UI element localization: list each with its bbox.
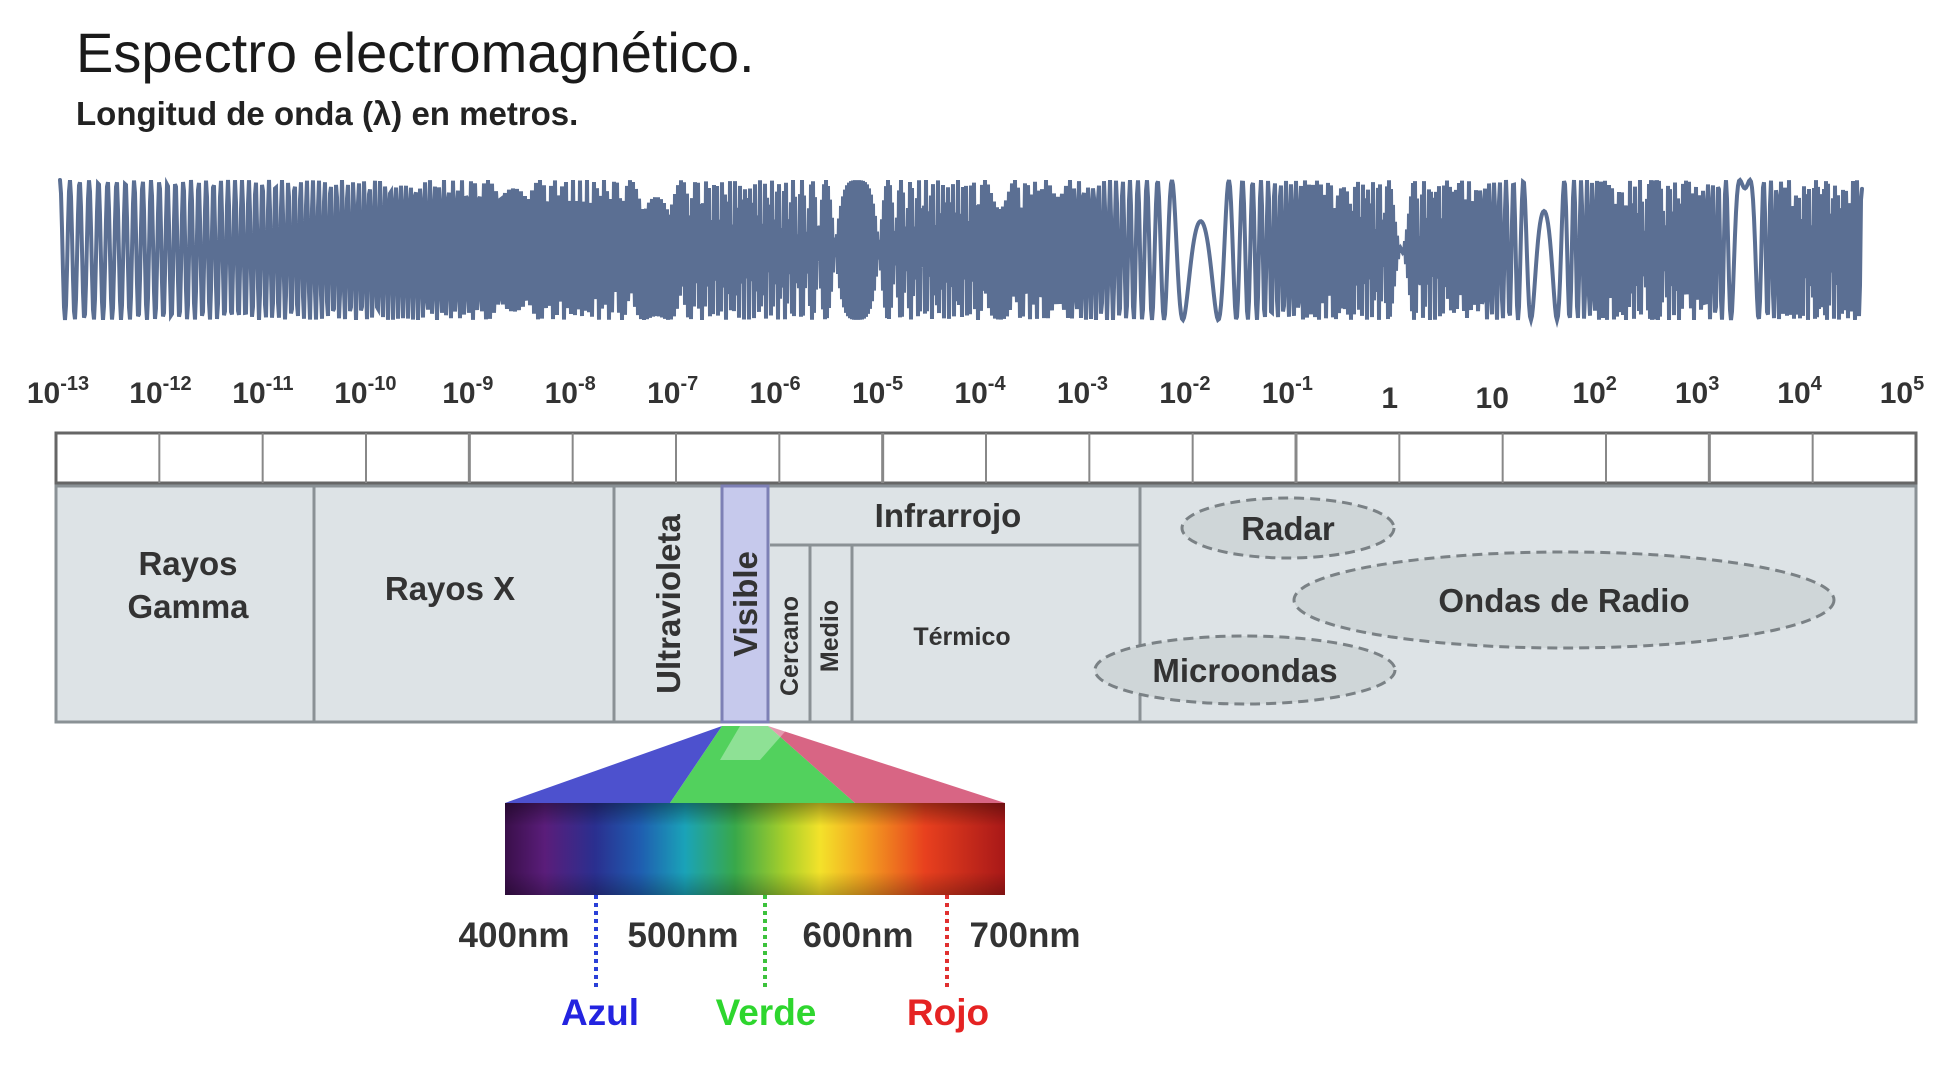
scale-tick-label: 10-9 — [442, 373, 493, 410]
ruler — [54, 431, 1918, 485]
visible-fan — [505, 726, 1005, 803]
nm-400-label: 400nm — [459, 916, 570, 955]
scale-tick-label: 10-1 — [1262, 373, 1313, 410]
gamma-label-2: Gamma — [127, 588, 249, 625]
radio-ellipse — [1292, 550, 1836, 650]
visible-label: Visible — [727, 551, 764, 657]
nm-700-label: 700nm — [970, 916, 1081, 955]
rojo-label: Rojo — [907, 992, 989, 1033]
page-title: Espectro electromagnético. — [76, 21, 755, 84]
xray-label: Rayos X — [385, 570, 515, 607]
mid-ir-label: Medio — [816, 600, 844, 672]
scale-tick-label: 10-2 — [1159, 373, 1210, 410]
microwave-label: Microondas — [1152, 652, 1337, 689]
radio-label: Ondas de Radio — [1438, 582, 1689, 619]
microwave-ellipse — [1093, 634, 1397, 706]
thermal-ir-label: Térmico — [913, 623, 1010, 651]
scale-tick-label: 10 — [1476, 382, 1509, 415]
scale-tick-label: 10-13 — [27, 373, 89, 410]
scale-tick-label: 10-3 — [1057, 373, 1108, 410]
uv-label: Ultravioleta — [650, 513, 687, 693]
azul-label: Azul — [561, 992, 639, 1033]
scale-tick-label: 10-11 — [232, 373, 293, 410]
scale-tick-label: 103 — [1675, 373, 1720, 410]
scale-tick-label: 10-5 — [852, 373, 903, 410]
scale-tick-label: 10-4 — [954, 373, 1006, 410]
nm-500-label: 500nm — [628, 916, 739, 955]
scale-tick-label: 105 — [1880, 373, 1925, 410]
gamma-label-1: Rayos — [138, 545, 237, 582]
wave-curve — [58, 176, 1864, 328]
verde-label: Verde — [716, 992, 817, 1033]
infrared-label: Infrarrojo — [875, 497, 1022, 534]
wavelength-scale: 10-13 10-12 10-11 10-10 10-9 10-8 10-7 10-6 10-5… — [27, 373, 1924, 415]
scale-tick-label: 10-10 — [334, 373, 396, 410]
scale-tick-label: 102 — [1572, 373, 1617, 410]
radar-ellipse — [1180, 496, 1396, 560]
page-subtitle: Longitud de onda (λ) en metros. — [76, 95, 578, 132]
scale-tick-label: 104 — [1777, 373, 1822, 410]
scale-tick-label: 1 — [1381, 382, 1398, 415]
nm-600-label: 600nm — [803, 916, 914, 955]
scale-tick-label: 10-12 — [129, 373, 191, 410]
scale-tick-label: 10-6 — [750, 373, 801, 410]
near-ir-label: Cercano — [776, 596, 804, 696]
scale-tick-label: 10-8 — [545, 373, 596, 410]
scale-tick-label: 10-7 — [647, 373, 698, 410]
visible-band — [720, 484, 770, 724]
radar-label: Radar — [1241, 510, 1335, 547]
visible-spectrum-strip — [505, 803, 1005, 895]
